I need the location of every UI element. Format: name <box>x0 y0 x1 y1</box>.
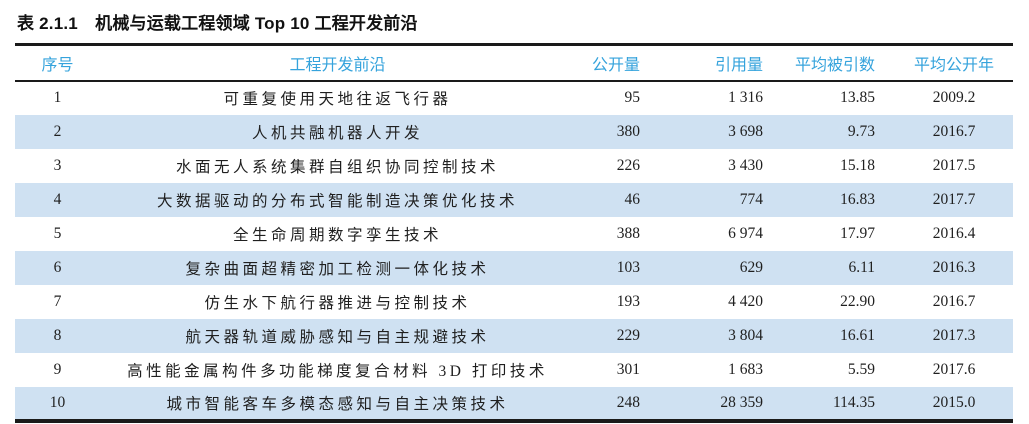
header-row: 序号 工程开发前沿 公开量 引用量 平均被引数 平均公开年 <box>15 44 1013 82</box>
table-cell-avg_pub_year: 2017.6 <box>932 360 976 378</box>
table-row: 5 全生命周期数字孪生技术 388 6 974 17.97 2016.4 <box>15 217 1013 251</box>
column-header-avg_pub_year: 平均公开年 <box>895 44 1013 82</box>
table-row: 8 航天器轨道威胁感知与自主规避技术 229 3 804 16.61 2017.3 <box>15 318 1013 353</box>
table-cell-avg_pub_year: 2017.3 <box>932 326 976 344</box>
table-cell-published: 248 <box>616 393 640 411</box>
table-cell-published: 301 <box>616 360 640 378</box>
table-cell-citations: 1 316 <box>728 89 763 106</box>
table-cell-published: 103 <box>616 258 640 276</box>
table-cell-front: 复杂曲面超精密加工检测一体化技术 <box>185 260 490 278</box>
table-cell-front: 人机共融机器人开发 <box>251 124 423 142</box>
table-cell-avg_cited: 5.59 <box>847 360 875 378</box>
fronts-table: 序号 工程开发前沿 公开量 引用量 平均被引数 平均公开年 1 可重复使用天地往返飞行器 95… <box>15 43 1013 423</box>
table-cell-published: 380 <box>616 122 640 140</box>
table-cell-front: 仿生水下航行器推进与控制技术 <box>204 294 471 312</box>
table-cell-avg_cited: 16.83 <box>840 190 875 208</box>
table-cell-published: 193 <box>616 292 640 310</box>
table-cell-published: 95 <box>624 89 641 106</box>
table-cell-no: 4 <box>53 190 62 208</box>
table-cell-avg_pub_year: 2016.7 <box>932 122 976 140</box>
table-cell-no: 8 <box>53 326 62 344</box>
table-row: 9 高性能金属构件多功能梯度复合材料 3D 打印技术 301 1 683 5.59 201… <box>15 353 1013 387</box>
table-cell-published: 226 <box>616 156 640 174</box>
column-header-front: 工程开发前沿 <box>100 44 575 82</box>
table-cell-citations: 4 420 <box>728 292 763 310</box>
table-cell-no: 2 <box>53 122 62 140</box>
table-cell-citations: 3 698 <box>728 122 763 140</box>
table-row: 7 仿生水下航行器推进与控制技术 193 4 420 22.90 2016.7 <box>15 285 1013 319</box>
table-row: 4 大数据驱动的分布式智能制造决策优化技术 46 774 16.83 2017.7 <box>15 182 1013 217</box>
table-body: 1 可重复使用天地往返飞行器 95 1 316 13.85 2009.2 2 人机共融机器人开… <box>15 81 1013 421</box>
table-cell-no: 9 <box>53 360 62 378</box>
table-cell-citations: 28 359 <box>720 393 763 411</box>
table-cell-avg_cited: 17.97 <box>840 224 875 242</box>
table-cell-citations: 3 430 <box>728 156 763 174</box>
table-cell-no: 3 <box>53 156 62 174</box>
table-cell-avg_cited: 114.35 <box>832 393 875 411</box>
column-header-no: 序号 <box>15 44 100 82</box>
table-cell-avg_cited: 16.61 <box>840 326 875 344</box>
table-cell-no: 5 <box>53 224 62 242</box>
table-cell-avg_pub_year: 2016.3 <box>932 258 976 276</box>
table-row: 3 水面无人系统集群自组织协同控制技术 226 3 430 15.18 2017.5 <box>15 149 1013 183</box>
table-cell-published: 388 <box>616 224 640 242</box>
table-cell-no: 10 <box>49 393 66 411</box>
table-cell-avg_pub_year: 2016.4 <box>932 224 976 242</box>
table-cell-citations: 629 <box>739 258 763 276</box>
table-row: 2 人机共融机器人开发 380 3 698 9.73 2016.7 <box>15 114 1013 149</box>
table-cell-citations: 6 974 <box>728 224 763 242</box>
table-caption: 表 2.1.1 机械与运载工程领域 Top 10 工程开发前沿 <box>17 14 418 33</box>
table-cell-avg_pub_year: 2015.0 <box>932 393 976 411</box>
table-cell-avg_cited: 9.73 <box>847 122 875 140</box>
column-header-published: 公开量 <box>575 44 665 82</box>
table-cell-no: 1 <box>53 89 62 106</box>
table-cell-front: 可重复使用天地往返飞行器 <box>223 91 452 108</box>
table-cell-avg_pub_year: 2017.5 <box>932 156 976 174</box>
table-cell-avg_cited: 22.90 <box>840 292 875 310</box>
table-cell-front: 城市智能客车多模态感知与自主决策技术 <box>166 395 509 413</box>
table-cell-avg_pub_year: 2016.7 <box>932 292 976 310</box>
column-header-avg_cited: 平均被引数 <box>780 44 895 82</box>
table-cell-front: 全生命周期数字孪生技术 <box>232 226 442 244</box>
table-cell-front: 航天器轨道威胁感知与自主规避技术 <box>185 328 490 346</box>
table-row: 6 复杂曲面超精密加工检测一体化技术 103 629 6.11 2016.3 <box>15 250 1013 285</box>
table-cell-published: 46 <box>624 190 641 208</box>
table-cell-no: 7 <box>53 292 62 310</box>
table-header: 序号 工程开发前沿 公开量 引用量 平均被引数 平均公开年 <box>15 44 1013 82</box>
table-cell-front: 高性能金属构件多功能梯度复合材料 3D 打印技术 <box>127 362 548 380</box>
table-cell-front: 水面无人系统集群自组织协同控制技术 <box>175 158 499 176</box>
table-cell-citations: 774 <box>739 190 763 208</box>
table-cell-avg_cited: 6.11 <box>848 258 875 276</box>
table-row: 1 可重复使用天地往返飞行器 95 1 316 13.85 2009.2 <box>15 81 1013 115</box>
column-header-citations: 引用量 <box>665 44 780 82</box>
table-cell-citations: 3 804 <box>728 326 763 344</box>
table-cell-avg_cited: 15.18 <box>840 156 875 174</box>
table-cell-avg_pub_year: 2017.7 <box>932 190 976 208</box>
table-cell-avg_pub_year: 2009.2 <box>932 89 976 106</box>
table-cell-citations: 1 683 <box>728 360 763 378</box>
table-cell-avg_cited: 13.85 <box>840 89 875 106</box>
table-cell-front: 大数据驱动的分布式智能制造决策优化技术 <box>156 192 518 210</box>
table-cell-published: 229 <box>616 326 640 344</box>
table-row: 10 城市智能客车多模态感知与自主决策技术 248 28 359 114.35 2015.… <box>15 386 1013 421</box>
table-cell-no: 6 <box>53 258 62 276</box>
